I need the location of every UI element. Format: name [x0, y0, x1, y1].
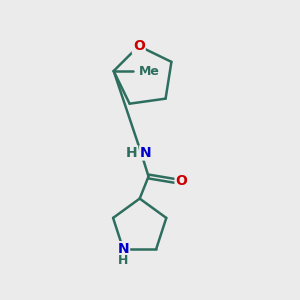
Text: N: N	[140, 146, 152, 160]
Text: O: O	[133, 39, 145, 53]
Text: H: H	[126, 146, 138, 160]
Text: N: N	[117, 242, 129, 256]
Text: Me: Me	[139, 64, 160, 77]
Text: H: H	[118, 254, 128, 267]
Text: O: O	[176, 174, 188, 188]
